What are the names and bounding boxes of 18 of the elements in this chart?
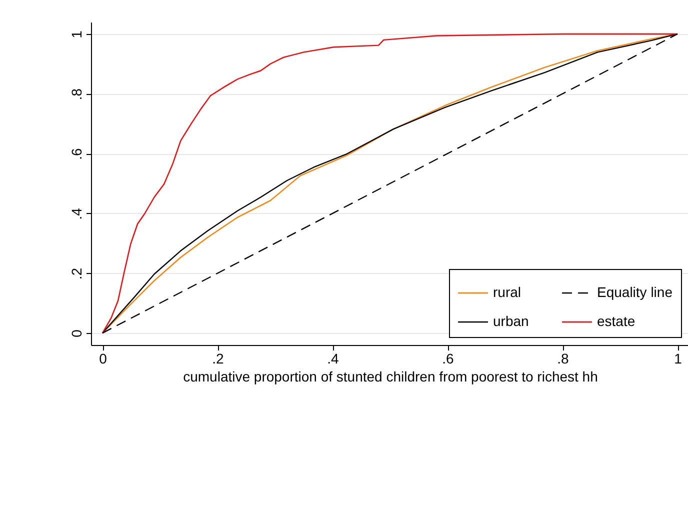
legend-label: urban — [493, 313, 529, 329]
line-series — [102, 33, 678, 334]
legend-label: Equality line — [597, 284, 673, 300]
x-tick-label: .4 — [327, 350, 340, 366]
x-tick-label: .8 — [557, 350, 570, 366]
x-tick-label: .6 — [442, 350, 454, 366]
y-tick-label: .4 — [68, 208, 84, 220]
y-tick-label: 1 — [68, 30, 84, 38]
y-tick-label: 0 — [68, 329, 84, 338]
y-tick-label: .8 — [68, 88, 84, 100]
x-axis-title: cumulative proportion of stunted children from poorest to richest hh — [183, 368, 598, 384]
y-tick-label: .6 — [68, 148, 84, 160]
x-tick-label: .2 — [212, 350, 224, 366]
x-tick-label: 0 — [99, 350, 108, 366]
y-tick-label: .2 — [68, 268, 84, 280]
legend-label: rural — [493, 284, 522, 300]
x-tick-label: 1 — [674, 350, 682, 366]
legend-label: estate — [597, 313, 636, 329]
